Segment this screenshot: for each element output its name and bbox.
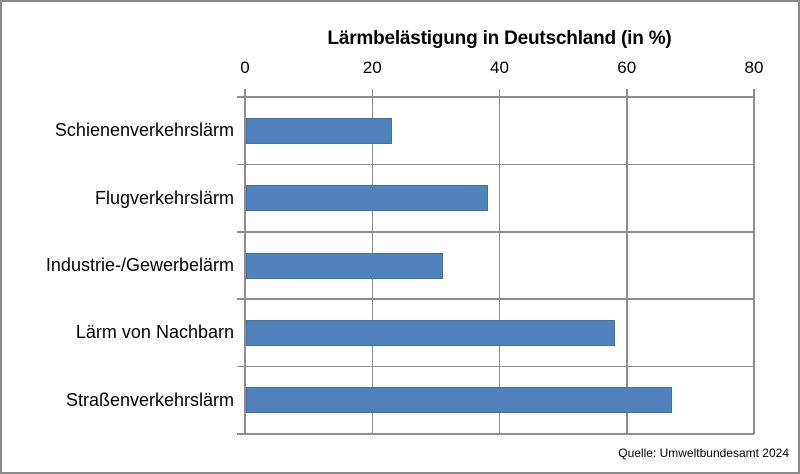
bar-straßenverkehrslärm [246,387,673,414]
x-tick-label-40: 40 [490,58,509,77]
vertical-gridline-40 [498,89,501,434]
source-note: Quelle: Umweltbundesamt 2024 [618,446,789,460]
row-boundary-line [237,231,754,233]
row-boundary-line [237,365,754,368]
category-label: Lärm von Nachbarn [75,322,234,343]
row-boundary-line [237,433,754,435]
bar-industrie-gewerbelärm [246,252,444,279]
vertical-gridline-80 [753,89,755,434]
row-boundary-line [237,298,754,300]
category-label: Flugverkehrslärm [94,187,234,208]
category-label: Industrie-/Gewerbelärm [45,254,234,275]
x-tick-label-20: 20 [362,58,382,77]
bar-schienenverkehrslärm [246,117,393,144]
x-tick-label-80: 80 [744,58,764,77]
plot-area [237,89,755,435]
chart-title: Lärmbelästigung in Deutschland (in %) [327,28,672,49]
x-tick-label-60: 60 [617,58,637,77]
x-tick-label-0: 0 [240,58,250,77]
bar-lärm-von-nachbarn [246,319,616,346]
bar-flugverkehrslärm [246,185,488,212]
row-boundary-line [237,96,754,98]
vertical-gridline-60 [626,89,628,434]
row-boundary-line [237,163,754,166]
vertical-gridline-0 [244,89,246,434]
category-label: Schienenverkehrslärm [54,120,234,141]
category-label: Straßenverkehrslärm [65,389,234,410]
